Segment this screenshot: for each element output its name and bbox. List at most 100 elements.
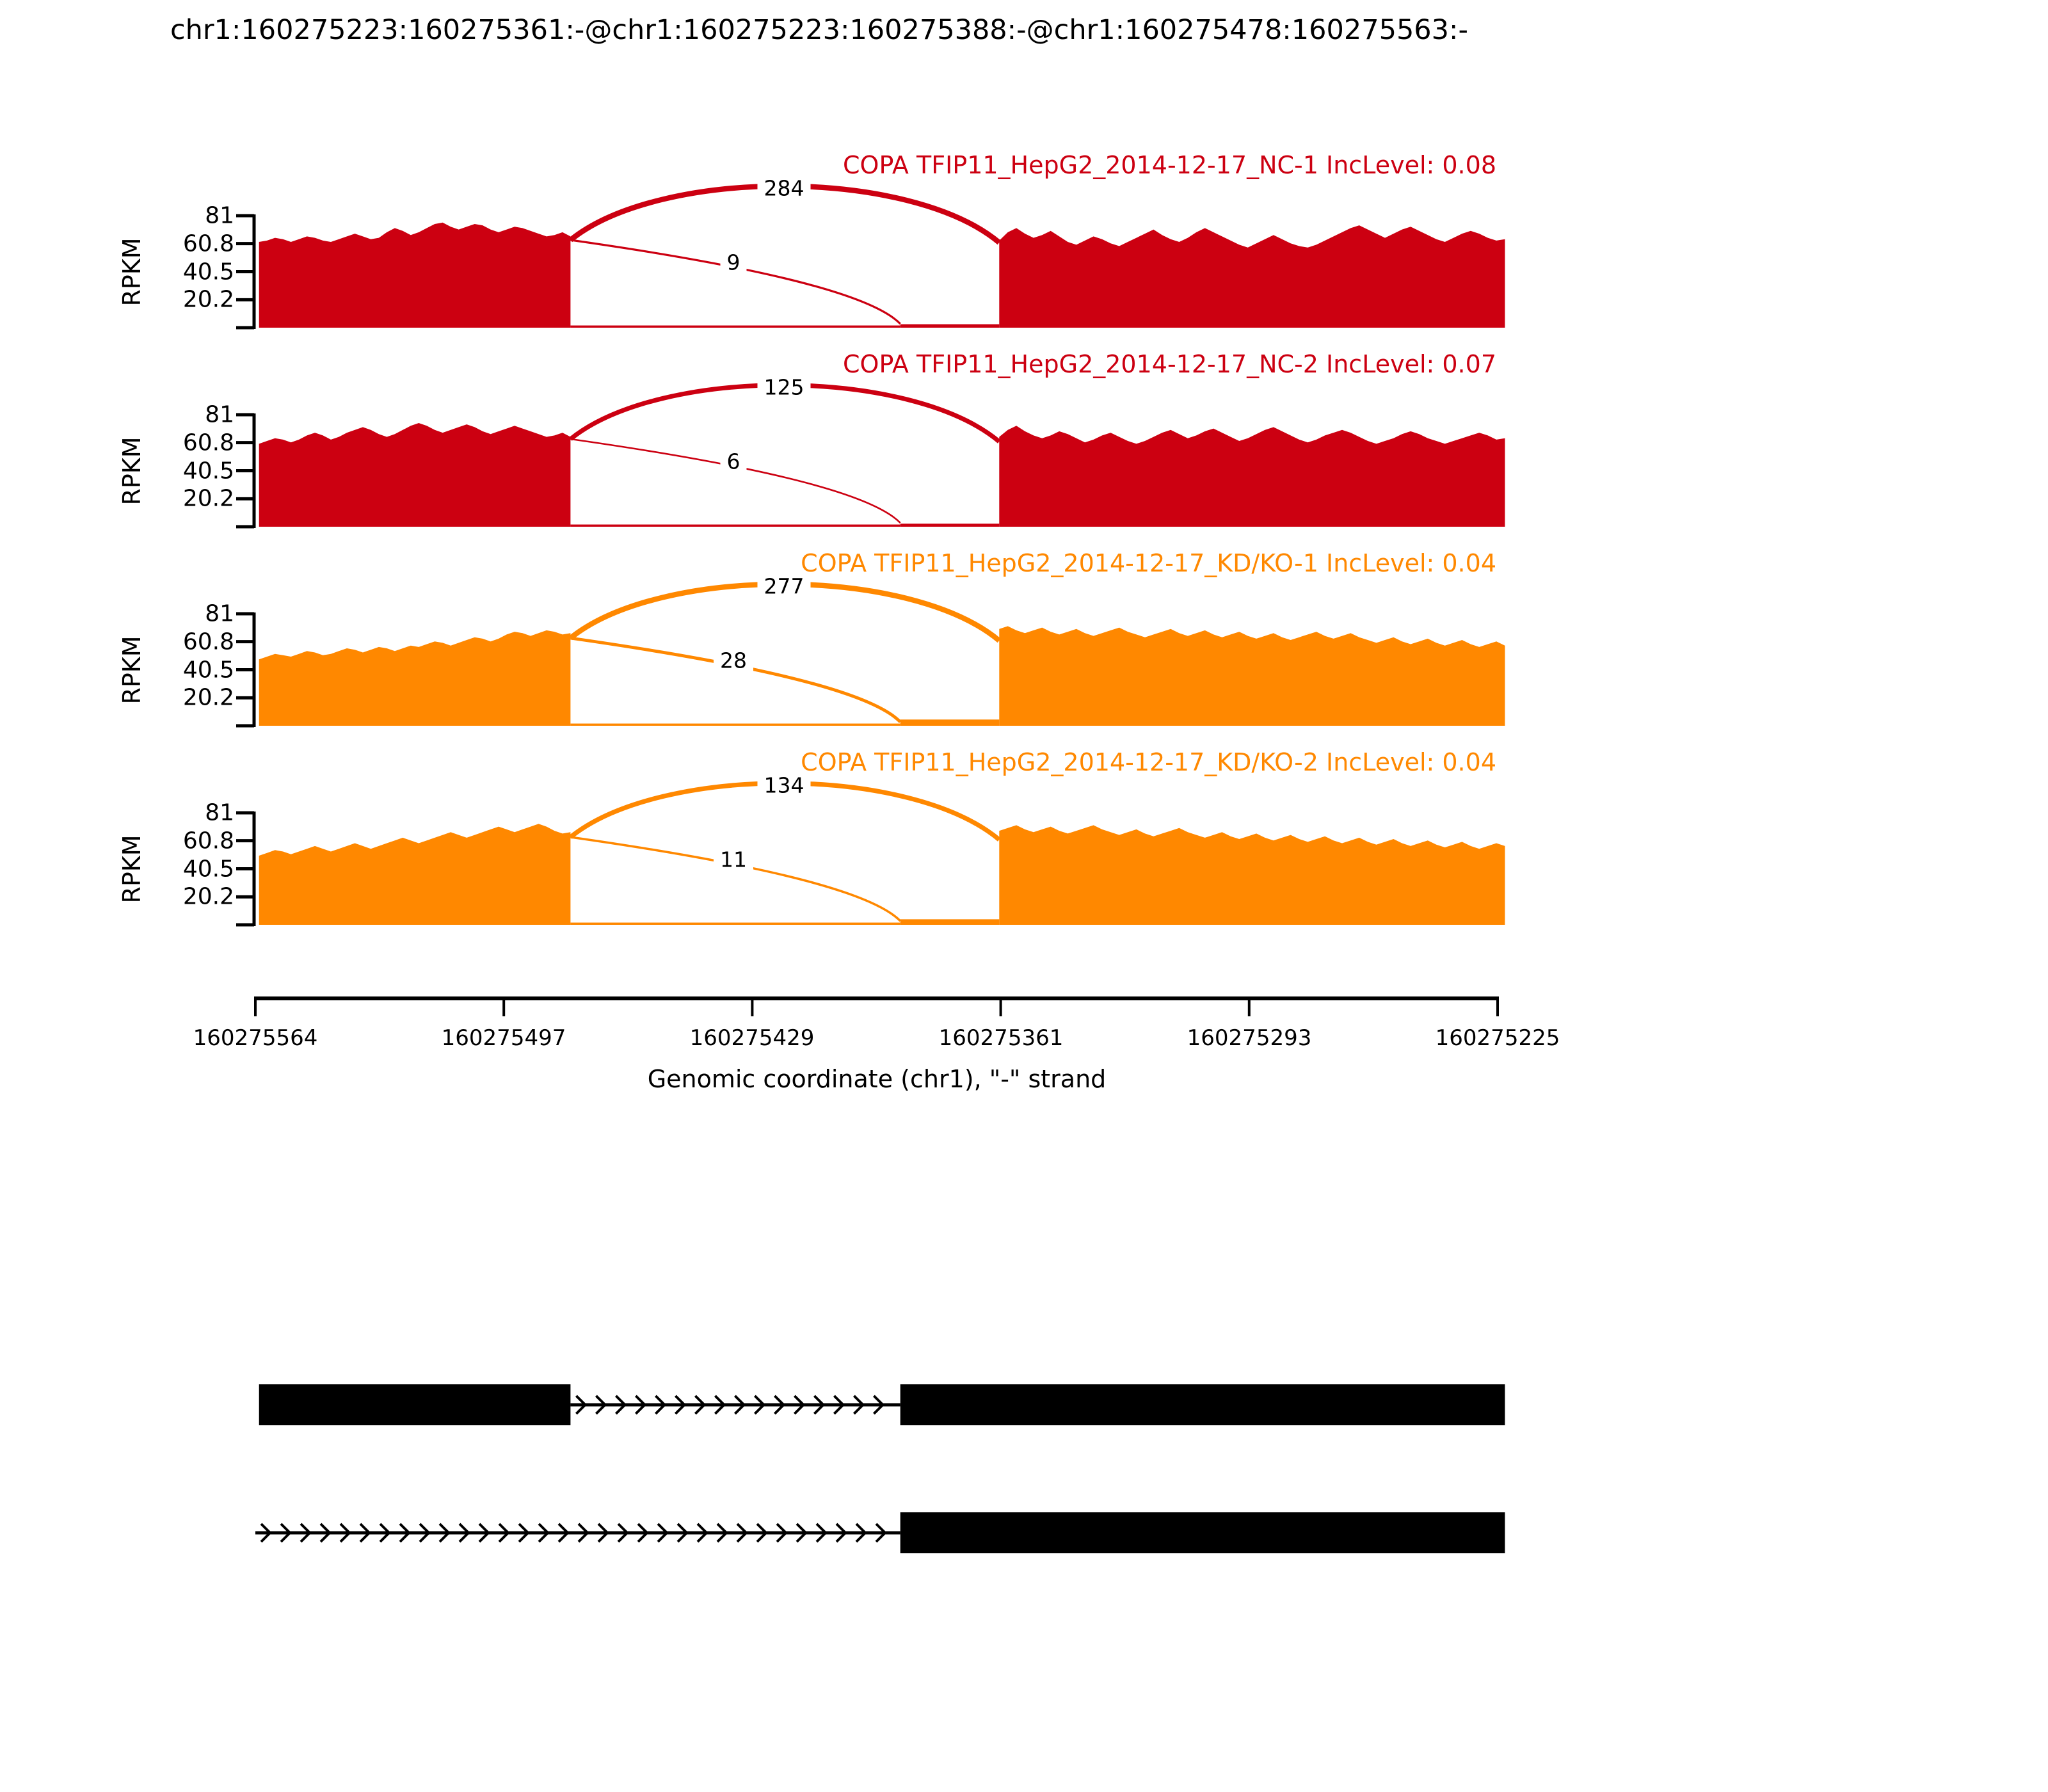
x-tick-label: 160275225 <box>1435 1025 1560 1051</box>
y-tick-label: 40.5 <box>182 259 234 285</box>
y-tick-label: 81 <box>205 600 234 627</box>
y-tick-label: 81 <box>205 401 234 428</box>
strand-arrow-icon <box>733 1395 746 1415</box>
y-tick-label: 20.2 <box>182 485 234 512</box>
strand-arrow-icon <box>557 1523 570 1543</box>
strand-arrow-icon <box>875 1523 887 1543</box>
strand-arrow-icon <box>852 1395 865 1415</box>
y-tick-label: 60.8 <box>182 230 234 257</box>
strand-arrow-icon <box>518 1523 530 1543</box>
strand-arrow-icon <box>674 1395 687 1415</box>
strand-arrow-icon <box>793 1395 806 1415</box>
strand-arrow-icon <box>614 1395 627 1415</box>
sashimi-track <box>236 183 1505 330</box>
transcript-structure <box>259 1384 1505 1425</box>
strand-arrow-icon <box>855 1523 867 1543</box>
inclusion-junction-arc <box>570 636 902 723</box>
y-tick-label: 20.2 <box>182 883 234 910</box>
strand-arrow-icon <box>419 1523 431 1543</box>
strand-arrow-icon <box>359 1523 371 1543</box>
junction-count-inclusion: 6 <box>720 449 747 474</box>
transcript-exon-box <box>900 1512 1505 1553</box>
junction-count-exclusion: 125 <box>757 374 811 400</box>
strand-arrow-icon <box>597 1523 609 1543</box>
coverage-area-left-exon <box>259 423 571 527</box>
y-tick-label: 40.5 <box>182 458 234 484</box>
strand-arrow-icon <box>696 1523 708 1543</box>
coverage-area-left-exon <box>259 222 571 328</box>
transcript-structure <box>255 1512 1505 1553</box>
rpkm-axis-title: RPKM <box>118 237 146 307</box>
strand-arrow-icon <box>815 1523 828 1543</box>
track-label: COPA TFIP11_HepG2_2014-12-17_KD/KO-1 Inc… <box>801 549 1496 577</box>
inclusion-coverage-bump <box>900 524 1000 527</box>
strand-arrow-icon <box>654 1395 667 1415</box>
strand-arrow-icon <box>796 1523 808 1543</box>
strand-arrow-icon <box>714 1395 726 1415</box>
coverage-area-right-exon <box>999 225 1505 328</box>
strand-arrow-icon <box>736 1523 748 1543</box>
junction-count-inclusion: 9 <box>720 250 747 275</box>
strand-arrow-icon <box>813 1395 826 1415</box>
junction-count-inclusion: 11 <box>714 847 753 872</box>
strand-arrow-icon <box>319 1523 332 1543</box>
strand-arrow-icon <box>776 1523 788 1543</box>
strand-arrow-icon <box>339 1523 351 1543</box>
y-tick-label: 60.8 <box>182 628 234 655</box>
inclusion-coverage-bump <box>900 919 1000 925</box>
junction-count-exclusion: 134 <box>757 772 811 798</box>
x-tick-label: 160275429 <box>689 1025 815 1051</box>
rpkm-axis-title: RPKM <box>118 436 146 506</box>
coverage-area-right-exon <box>999 825 1505 925</box>
junction-count-exclusion: 277 <box>757 573 811 599</box>
strand-arrow-icon <box>753 1395 766 1415</box>
transcript-exon-box <box>259 1384 571 1425</box>
x-tick-label: 160275293 <box>1187 1025 1312 1051</box>
strand-arrow-icon <box>617 1523 629 1543</box>
strand-arrow-icon <box>716 1523 728 1543</box>
y-tick-label: 81 <box>205 202 234 229</box>
strand-arrow-icon <box>595 1395 607 1415</box>
track-label: COPA TFIP11_HepG2_2014-12-17_NC-2 IncLev… <box>843 350 1496 378</box>
x-tick-label: 160275497 <box>441 1025 566 1051</box>
strand-arrow-icon <box>694 1395 707 1415</box>
rpkm-axis-title: RPKM <box>118 636 146 705</box>
sashimi-track <box>236 581 1505 728</box>
y-tick-label: 60.8 <box>182 828 234 854</box>
strand-arrow-icon <box>300 1523 312 1543</box>
x-axis-title: Genomic coordinate (chr1), "-" strand <box>647 1065 1107 1093</box>
track-label: COPA TFIP11_HepG2_2014-12-17_NC-1 IncLev… <box>843 151 1496 179</box>
strand-arrow-icon <box>657 1523 669 1543</box>
strand-arrow-icon <box>399 1523 411 1543</box>
inclusion-coverage-bump <box>900 324 1000 328</box>
x-tick-label: 160275564 <box>193 1025 318 1051</box>
strand-arrow-icon <box>835 1523 847 1543</box>
inclusion-junction-arc <box>570 239 901 325</box>
transcript-exon-box <box>900 1384 1505 1425</box>
strand-arrow-icon <box>872 1395 885 1415</box>
strand-arrow-icon <box>773 1395 786 1415</box>
rpkm-axis-title: RPKM <box>118 835 146 904</box>
strand-arrow-icon <box>637 1523 649 1543</box>
strand-arrow-icon <box>498 1523 510 1543</box>
strand-arrow-icon <box>833 1395 845 1415</box>
track-label: COPA TFIP11_HepG2_2014-12-17_KD/KO-2 Inc… <box>801 748 1496 776</box>
intron-baseline <box>570 524 900 527</box>
intron-baseline <box>570 325 900 328</box>
plot-title: chr1:160275223:160275361:-@chr1:16027522… <box>170 14 1469 46</box>
y-tick-label: 40.5 <box>182 657 234 683</box>
strand-arrow-icon <box>260 1523 272 1543</box>
intron-baseline <box>570 922 900 925</box>
y-tick-label: 20.2 <box>182 286 234 313</box>
strand-arrow-icon <box>280 1523 292 1543</box>
strand-arrow-icon <box>458 1523 470 1543</box>
junction-count-inclusion: 28 <box>714 648 753 673</box>
inclusion-junction-arc <box>570 836 901 922</box>
sashimi-track <box>236 383 1505 529</box>
sashimi-track <box>236 781 1505 927</box>
y-tick-label: 20.2 <box>182 684 234 711</box>
strand-arrow-icon <box>634 1395 647 1415</box>
coverage-area-left-exon <box>259 630 571 726</box>
strand-arrow-icon <box>478 1523 490 1543</box>
